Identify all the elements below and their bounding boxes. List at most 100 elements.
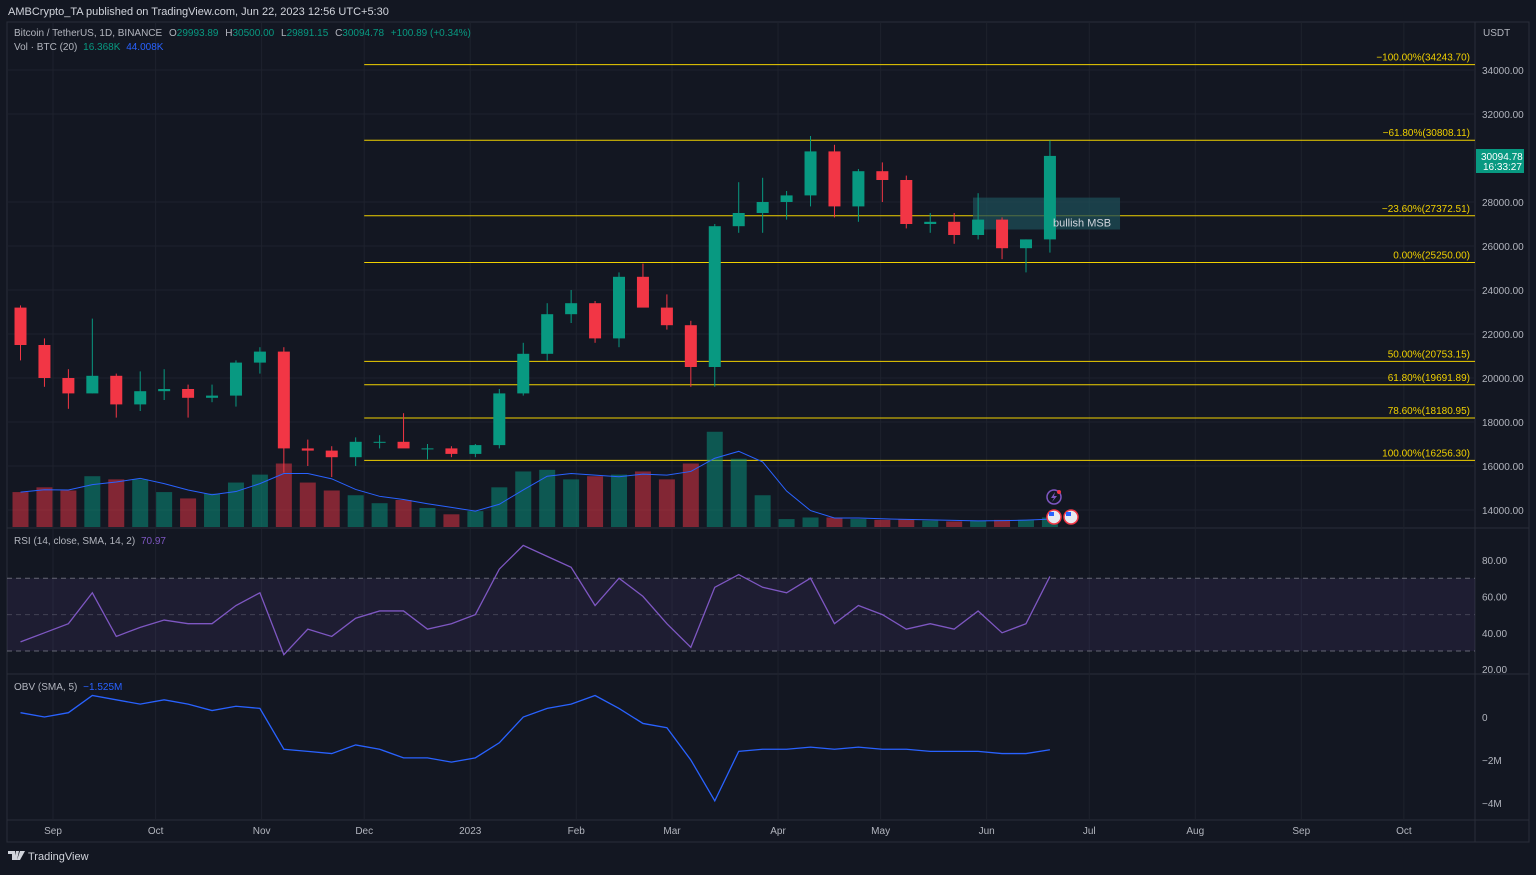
time-tick: Sep [1292,826,1310,837]
candle-body [541,314,554,354]
obv-legend[interactable]: OBV (SMA, 5) −1.525M [14,682,122,693]
flag-canton [1066,512,1071,516]
volume-bar [371,503,388,527]
time-tick: Dec [355,826,373,837]
rsi-tick: 40.00 [1482,629,1507,640]
time-tick: Feb [568,826,586,837]
candle-body [1043,155,1056,240]
volume-bar [180,498,197,527]
candle-body [972,219,985,235]
flag-canton [1049,512,1054,516]
volume-bar [587,476,604,527]
volume-bar [994,519,1011,527]
price-unit: USDT [1483,28,1510,39]
candle-body [182,389,195,398]
high-value: 30500.00 [233,28,275,39]
price-tick: 16000.00 [1482,462,1524,473]
high-label: H [225,28,232,39]
volume-bar [730,458,747,527]
obv-tick: −2M [1482,756,1502,767]
volume-bar [84,476,101,527]
fib-level-label: 61.80%(19691.89) [1388,373,1470,384]
candle-body [373,441,386,443]
candles [14,136,1056,477]
open-label: O [169,28,177,39]
candle-body [660,307,673,326]
fib-level-label: 50.00%(20753.15) [1388,349,1470,360]
price-tick: 34000.00 [1482,66,1524,77]
close-value: 30094.78 [342,28,384,39]
time-tick: Jun [979,826,995,837]
close-label: C [335,28,342,39]
candle-body [996,219,1009,249]
bar-countdown: 16:33:27 [1483,162,1522,173]
volume-bar [227,482,244,527]
volume-bar [419,507,436,527]
bullish-msb-label: bullish MSB [1053,218,1111,230]
tradingview-logo[interactable]: TradingView [8,851,89,863]
candle-body [325,450,338,458]
volume-bar [754,495,771,527]
candle-body [277,351,290,449]
volume-bar [970,520,987,527]
volume-bar [611,474,628,527]
candle-body [349,441,362,458]
candle-body [469,445,482,454]
fib-level-label: 78.60%(18180.95) [1388,406,1470,417]
price-tick: 22000.00 [1482,330,1524,341]
time-tick: Sep [44,826,62,837]
price-tick: 28000.00 [1482,198,1524,209]
volume-bars [12,431,1058,527]
low-label: L [281,28,287,39]
volume-bar [323,490,340,527]
price-tick: 18000.00 [1482,418,1524,429]
time-tick: Apr [770,826,786,837]
time-tick: Nov [253,826,271,837]
volume-bar [634,471,651,527]
volume-bar [1017,519,1034,527]
fibonacci-retracement[interactable]: −100.00%(34243.70) −61.80%(30808.11) −23.6… [364,53,1475,461]
candle-body [493,393,506,446]
volume-bar [850,519,867,527]
candle-body [229,362,242,396]
price-tick: 14000.00 [1482,506,1524,517]
symbol-legend[interactable]: Bitcoin / TetherUS, 1D, BINANCE O29993.8… [14,28,471,39]
candle-body [86,375,99,394]
event-markers[interactable] [1046,489,1079,525]
time-tick: Oct [148,826,164,837]
candle-body [134,391,147,405]
volume-bar [658,479,675,527]
volume-bar [132,479,149,527]
tradingview-logo-text: TradingView [28,851,89,863]
candle-body [780,195,793,202]
candle-body [900,180,913,224]
volume-bar [299,482,316,527]
volume-value: 16.368K [83,42,121,53]
candle-body [517,353,530,394]
publish-info: AMBCrypto_TA published on TradingView.co… [8,6,389,18]
obv-tick: −4M [1482,799,1502,810]
volume-bar [395,500,412,527]
candle-body [924,221,937,224]
volume-sma-line [20,450,1050,522]
volume-legend[interactable]: Vol · BTC (20) 16.368K 44.008K [14,42,164,53]
candle-body [301,448,314,451]
obv-tick: 0 [1482,713,1488,724]
candle-body [253,351,266,363]
volume-bar [826,517,843,527]
volume-bar [36,487,53,527]
rsi-legend[interactable]: RSI (14, close, SMA, 14, 2) 70.97 [14,536,166,547]
time-tick: Aug [1186,826,1204,837]
volume-label: Vol · BTC (20) [14,42,77,53]
rsi-tick: 60.00 [1482,592,1507,603]
candle-body [14,307,27,345]
candle-body [589,303,602,339]
candle-body [397,441,410,449]
candle-body [38,345,51,378]
rsi-band-fill [7,578,1475,651]
lightning-icon[interactable] [1046,489,1062,505]
volume-bar [539,469,556,527]
price-tick: 24000.00 [1482,286,1524,297]
